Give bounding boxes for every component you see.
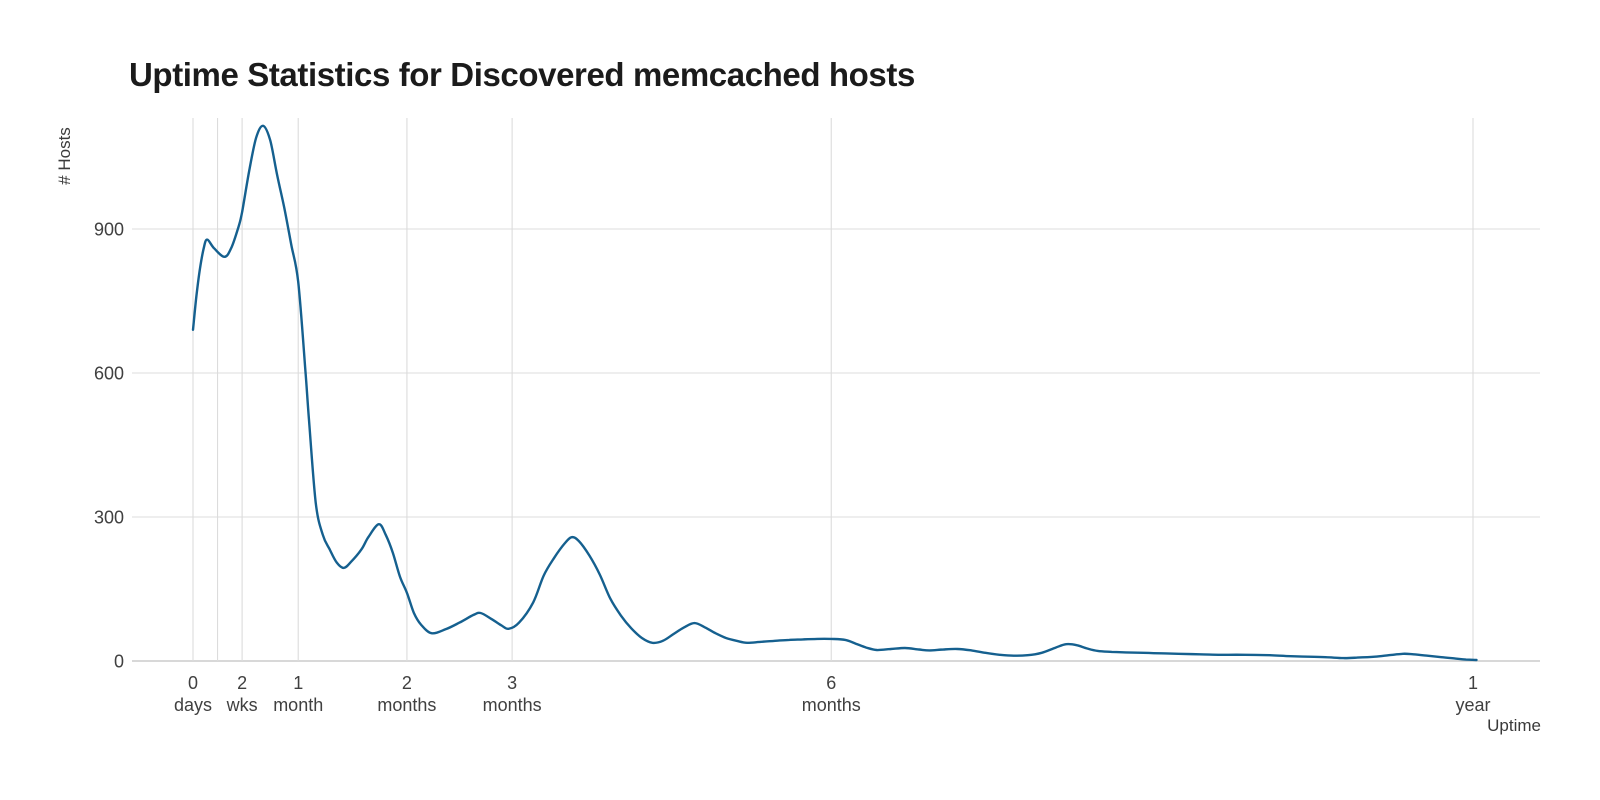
x-tick-number: 6 [826,673,836,693]
x-tick-number: 2 [402,673,412,693]
x-tick-unit: wks [226,695,258,715]
uptime-line [191,124,1478,662]
x-tick-unit: months [377,695,436,715]
x-axis-title: Uptime [1487,716,1541,735]
x-tick-unit: year [1455,695,1490,715]
y-tick-label: 600 [94,364,124,384]
y-axis-title: # Hosts [55,127,74,185]
x-tick-unit: months [802,695,861,715]
x-tick-number: 0 [188,673,198,693]
x-tick-number: 1 [1468,673,1478,693]
chart-title: Uptime Statistics for Discovered memcach… [129,56,915,93]
x-tick-unit: days [174,695,212,715]
x-tick-unit: months [483,695,542,715]
y-tick-label: 0 [114,652,124,672]
y-tick-label: 900 [94,220,124,240]
x-tick-number: 2 [237,673,247,693]
x-tick-number: 1 [293,673,303,693]
y-tick-label: 300 [94,508,124,528]
x-tick-unit: month [273,695,323,715]
x-tick-number: 3 [507,673,517,693]
